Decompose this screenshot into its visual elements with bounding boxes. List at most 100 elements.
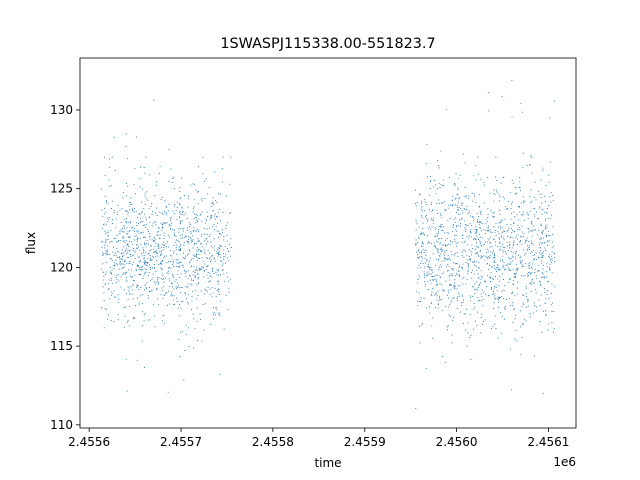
data-point: [172, 262, 174, 264]
data-point: [167, 270, 169, 272]
data-point: [504, 198, 506, 200]
data-point: [130, 203, 132, 205]
data-point: [115, 263, 118, 265]
data-point: [458, 294, 460, 296]
data-point: [207, 271, 209, 273]
data-point: [441, 260, 443, 262]
data-point: [127, 249, 129, 251]
data-point: [431, 275, 433, 278]
data-point: [430, 242, 432, 244]
data-point: [149, 238, 151, 240]
data-point: [487, 92, 489, 94]
data-point: [493, 216, 495, 218]
data-point: [415, 219, 417, 221]
data-point: [144, 203, 146, 205]
data-point: [192, 183, 194, 185]
data-point: [179, 204, 181, 206]
data-point: [110, 241, 112, 243]
data-point: [203, 329, 205, 331]
data-point: [471, 277, 473, 279]
data-point: [173, 205, 176, 207]
data-point: [159, 165, 161, 168]
data-point: [484, 259, 486, 261]
data-point: [124, 264, 126, 266]
data-point: [467, 271, 469, 273]
data-point: [495, 235, 497, 237]
data-point: [108, 219, 110, 221]
data-point: [191, 265, 193, 267]
data-point: [540, 223, 542, 225]
data-point: [118, 302, 120, 304]
data-point: [121, 207, 123, 209]
data-point: [175, 286, 177, 288]
data-point: [129, 275, 131, 277]
data-point: [143, 224, 145, 226]
data-point: [433, 276, 435, 278]
data-point: [124, 210, 126, 212]
data-point: [160, 222, 162, 224]
data-point: [144, 236, 146, 238]
data-point: [172, 229, 174, 231]
data-point: [166, 255, 168, 257]
data-point: [442, 356, 444, 358]
data-point: [457, 187, 459, 189]
data-point: [448, 232, 450, 234]
data-point: [104, 273, 107, 275]
data-point: [476, 260, 478, 262]
data-point: [176, 297, 178, 299]
data-point: [194, 243, 196, 245]
data-point: [448, 258, 450, 260]
data-point: [461, 251, 463, 253]
data-point: [517, 254, 519, 256]
data-point: [221, 181, 224, 183]
data-point: [529, 230, 531, 232]
data-point: [148, 208, 150, 210]
data-point: [497, 299, 500, 301]
data-point: [143, 236, 145, 239]
data-point: [192, 208, 194, 210]
data-point: [528, 267, 530, 269]
data-point: [183, 252, 185, 254]
data-point: [454, 275, 456, 277]
data-point: [466, 279, 468, 281]
data-point: [214, 218, 216, 220]
data-point: [139, 261, 141, 263]
data-point: [432, 337, 434, 339]
data-point: [461, 295, 463, 297]
data-point: [494, 241, 496, 243]
data-point: [223, 281, 225, 283]
data-point: [425, 163, 427, 165]
data-point: [439, 213, 441, 215]
data-point: [457, 201, 459, 203]
data-point: [481, 276, 483, 278]
data-point: [445, 209, 447, 211]
data-point: [447, 255, 449, 257]
data-point: [482, 298, 484, 300]
data-point: [471, 244, 473, 246]
data-point: [210, 276, 212, 278]
data-point: [107, 238, 109, 241]
data-point: [105, 253, 107, 256]
data-point: [119, 240, 121, 242]
data-point: [140, 166, 142, 168]
data-point: [502, 196, 504, 198]
data-point: [206, 257, 209, 260]
data-point: [160, 269, 163, 271]
data-point: [417, 304, 419, 306]
data-point: [197, 283, 199, 285]
data-point: [223, 236, 225, 238]
data-point: [504, 246, 506, 248]
data-point: [513, 241, 515, 243]
data-point: [117, 241, 119, 243]
data-point: [120, 221, 122, 224]
data-point: [440, 217, 442, 219]
data-point: [107, 253, 109, 255]
data-point: [196, 228, 198, 230]
data-point: [169, 219, 172, 222]
data-point: [453, 262, 455, 264]
data-point: [513, 284, 515, 286]
data-point: [527, 305, 529, 307]
data-point: [190, 266, 192, 268]
data-point: [459, 174, 461, 177]
